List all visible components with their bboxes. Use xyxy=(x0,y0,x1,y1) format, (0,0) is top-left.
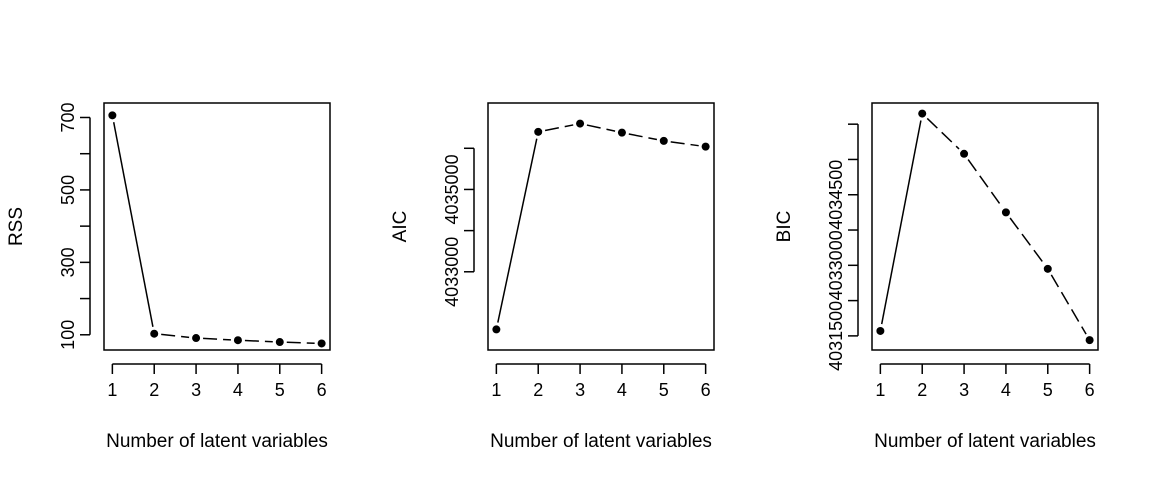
x-tick-label: 1 xyxy=(491,380,501,400)
series-segment xyxy=(926,117,960,150)
x-tick-label: 4 xyxy=(233,380,243,400)
x-axis-title: Number of latent variables xyxy=(490,431,712,452)
series-segment xyxy=(244,339,273,343)
x-tick-label: 6 xyxy=(317,380,327,400)
series-segment xyxy=(161,333,190,339)
series-segment xyxy=(967,159,1003,208)
series-segment xyxy=(628,133,658,141)
x-tick-label: 5 xyxy=(659,380,669,400)
data-point xyxy=(1085,336,1094,345)
series-segment xyxy=(286,341,315,344)
data-point xyxy=(659,136,668,145)
x-tick-label: 3 xyxy=(191,380,201,400)
plot-frame xyxy=(487,102,715,351)
x-axis-title: Number of latent variables xyxy=(106,431,328,452)
data-point xyxy=(617,128,626,137)
data-point xyxy=(1001,208,1010,217)
data-point xyxy=(960,149,969,158)
x-tick-label: 4 xyxy=(617,380,627,400)
y-tick-label: 300 xyxy=(58,247,78,277)
x-axis-title: Number of latent variables xyxy=(874,431,1096,452)
data-point xyxy=(1043,264,1052,273)
x-tick-label: 1 xyxy=(875,380,885,400)
x-tick-label: 5 xyxy=(1043,380,1053,400)
y-axis-title: RSS xyxy=(6,207,27,246)
y-tick-label: 4034500 xyxy=(826,160,846,230)
data-point xyxy=(233,336,242,345)
x-tick-label: 2 xyxy=(917,380,927,400)
y-tick-label: 4035000 xyxy=(442,154,462,224)
data-point xyxy=(150,329,159,338)
series-segment xyxy=(112,122,154,327)
series-segment xyxy=(544,124,574,132)
x-tick-label: 6 xyxy=(1085,380,1095,400)
x-tick-label: 4 xyxy=(1001,380,1011,400)
y-tick-label: 500 xyxy=(58,175,78,205)
data-point xyxy=(492,325,501,334)
data-point xyxy=(918,109,927,118)
data-point xyxy=(534,127,543,136)
series-segment xyxy=(586,124,616,132)
data-point xyxy=(576,119,585,128)
plot-frame xyxy=(871,102,1099,351)
data-point xyxy=(701,142,710,151)
series-segment xyxy=(1050,274,1087,335)
x-tick-label: 2 xyxy=(149,380,159,400)
series-segment xyxy=(1009,217,1045,264)
x-tick-label: 3 xyxy=(575,380,585,400)
plot-frame xyxy=(103,102,331,351)
y-tick-label: 4031500 xyxy=(826,301,846,371)
series-segment xyxy=(880,120,922,325)
y-tick-label: 100 xyxy=(58,320,78,350)
series-segment xyxy=(670,141,699,147)
x-tick-label: 6 xyxy=(701,380,711,400)
data-point xyxy=(317,339,326,348)
x-tick-label: 3 xyxy=(959,380,969,400)
data-point xyxy=(275,338,284,347)
x-tick-label: 1 xyxy=(107,380,117,400)
y-tick-label: 700 xyxy=(58,102,78,132)
y-axis-title: AIC xyxy=(390,211,411,243)
y-axis-title: BIC xyxy=(774,211,795,243)
series-segment xyxy=(203,337,231,341)
y-tick-label: 4033000 xyxy=(826,230,846,300)
data-point xyxy=(108,111,117,120)
x-tick-label: 5 xyxy=(275,380,285,400)
data-point xyxy=(876,326,885,335)
series-segment xyxy=(497,138,538,323)
chart-panel-1: 1 2 3 4 5 6 100 300 500 700 Number of latent varia… xyxy=(6,102,331,452)
chart-panel-2: 1 2 3 4 5 6 4033000 4035000 Number of latent var… xyxy=(390,102,715,452)
x-tick-label: 2 xyxy=(533,380,543,400)
y-tick-label: 4033000 xyxy=(442,237,462,307)
data-point xyxy=(192,334,201,343)
